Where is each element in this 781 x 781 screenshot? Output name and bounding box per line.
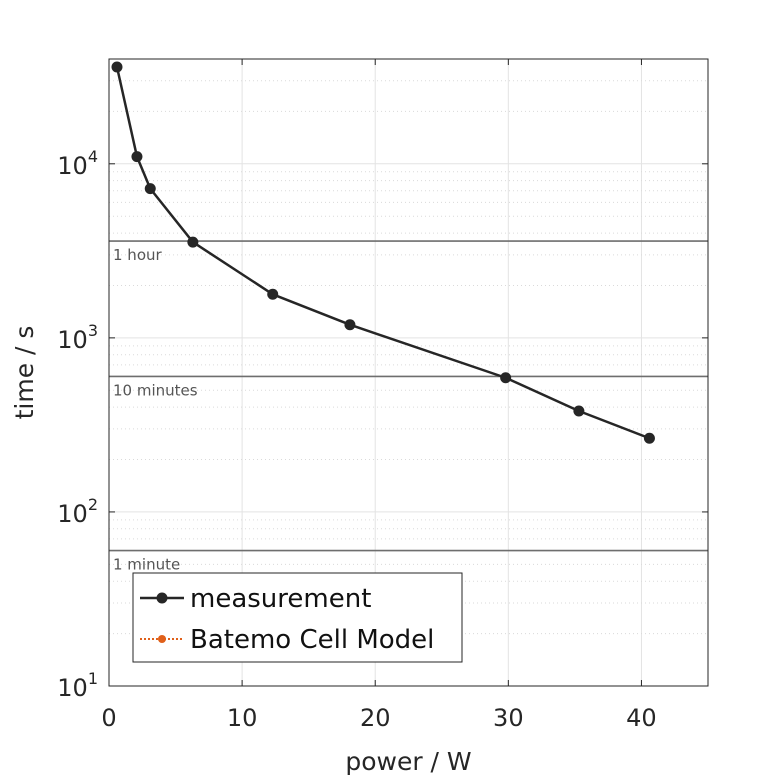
data-point (144, 183, 156, 195)
x-tick-label: 20 (360, 704, 391, 732)
y-tick-base: 10 (57, 152, 88, 180)
series (111, 61, 655, 444)
x-axis-ticks: 0 10 20 30 40 (101, 59, 657, 732)
reference-lines: 1 hour 10 minutes 1 minute (109, 240, 708, 574)
legend-marker (158, 635, 166, 643)
data-point (131, 151, 143, 163)
reference-line-label: 10 minutes (113, 381, 198, 399)
legend-marker (156, 592, 168, 604)
data-point (187, 236, 199, 248)
y-tick-exponent: 4 (88, 147, 98, 166)
y-tick-exponent: 2 (88, 495, 98, 514)
x-tick-label: 40 (626, 704, 657, 732)
y-tick-base: 10 (57, 326, 88, 354)
x-tick-label: 0 (101, 704, 116, 732)
legend-label: measurement (190, 584, 371, 614)
legend-box (132, 572, 463, 663)
y-axis-label: time / s (10, 326, 39, 420)
y-tick-label: 103 (57, 321, 98, 354)
plot-area-frame (108, 58, 709, 687)
legend: measurement Batemo Cell Model (132, 572, 463, 663)
y-tick-label: 102 (57, 495, 98, 528)
data-point (500, 372, 512, 384)
data-point (267, 288, 279, 300)
reference-line-label: 1 hour (113, 246, 163, 264)
y-tick-exponent: 3 (88, 321, 98, 340)
legend-items: measurement Batemo Cell Model (140, 584, 434, 655)
reference-line-label: 1 minute (113, 556, 180, 574)
y-tick-label: 101 (57, 669, 98, 702)
y-tick-label: 104 (57, 147, 98, 180)
data-point (344, 319, 356, 331)
x-tick-label: 10 (227, 704, 258, 732)
x-axis-label: power / W (345, 747, 471, 776)
y-tick-exponent: 1 (88, 669, 98, 688)
data-point (573, 405, 585, 417)
x-tick-label: 30 (493, 704, 524, 732)
legend-label: Batemo Cell Model (190, 625, 434, 655)
data-point (111, 61, 123, 73)
y-tick-base: 10 (57, 674, 88, 702)
data-point (643, 432, 655, 444)
y-tick-base: 10 (57, 500, 88, 528)
